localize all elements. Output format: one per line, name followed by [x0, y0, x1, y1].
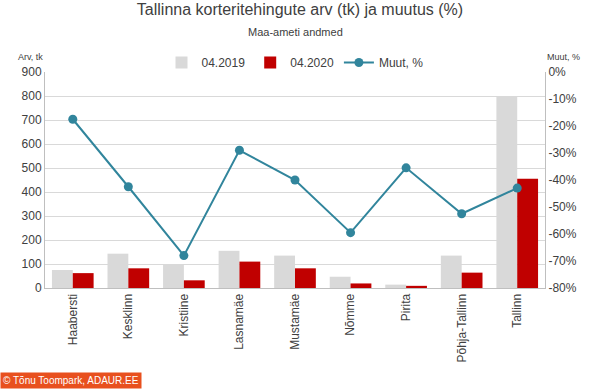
svg-text:-20%: -20%	[548, 119, 576, 133]
svg-text:200: 200	[22, 233, 42, 247]
svg-text:© Tõnu Toompark, ADAUR.EE: © Tõnu Toompark, ADAUR.EE	[3, 375, 139, 386]
svg-text:-70%: -70%	[548, 254, 576, 268]
svg-text:04.2020: 04.2020	[290, 56, 334, 70]
svg-text:04.2019: 04.2019	[202, 56, 246, 70]
svg-text:Pirita: Pirita	[399, 293, 413, 321]
svg-text:-10%: -10%	[548, 92, 576, 106]
svg-text:0: 0	[35, 281, 42, 295]
svg-text:Haabersti: Haabersti	[66, 294, 80, 345]
svg-text:Põhja-Tallinn: Põhja-Tallinn	[455, 294, 469, 363]
svg-text:-50%: -50%	[548, 200, 576, 214]
svg-text:100: 100	[22, 257, 42, 271]
svg-text:800: 800	[22, 89, 42, 103]
svg-text:Arv, tk: Arv, tk	[18, 52, 43, 62]
svg-text:Tallinn: Tallinn	[510, 294, 524, 328]
svg-text:Tallinna korteritehingute arv: Tallinna korteritehingute arv (tk) ja mu…	[137, 1, 463, 18]
svg-text:500: 500	[22, 161, 42, 175]
svg-text:700: 700	[22, 113, 42, 127]
svg-text:0%: 0%	[548, 65, 566, 79]
svg-text:Kesklinn: Kesklinn	[121, 294, 135, 339]
svg-text:900: 900	[22, 65, 42, 79]
svg-text:Muut, %: Muut, %	[547, 52, 580, 62]
svg-text:-80%: -80%	[548, 281, 576, 295]
svg-text:Muut, %: Muut, %	[379, 56, 423, 70]
svg-text:Kristiine: Kristiine	[177, 293, 191, 336]
svg-text:300: 300	[22, 209, 42, 223]
svg-text:Maa-ameti andmed: Maa-ameti andmed	[248, 26, 343, 38]
svg-text:Nõmme: Nõmme	[343, 293, 357, 335]
svg-text:400: 400	[22, 185, 42, 199]
svg-text:-60%: -60%	[548, 227, 576, 241]
svg-text:Lasnamäe: Lasnamäe	[232, 293, 246, 349]
svg-text:Mustamäe: Mustamäe	[288, 293, 302, 349]
svg-text:-30%: -30%	[548, 146, 576, 160]
svg-text:600: 600	[22, 137, 42, 151]
svg-text:-40%: -40%	[548, 173, 576, 187]
